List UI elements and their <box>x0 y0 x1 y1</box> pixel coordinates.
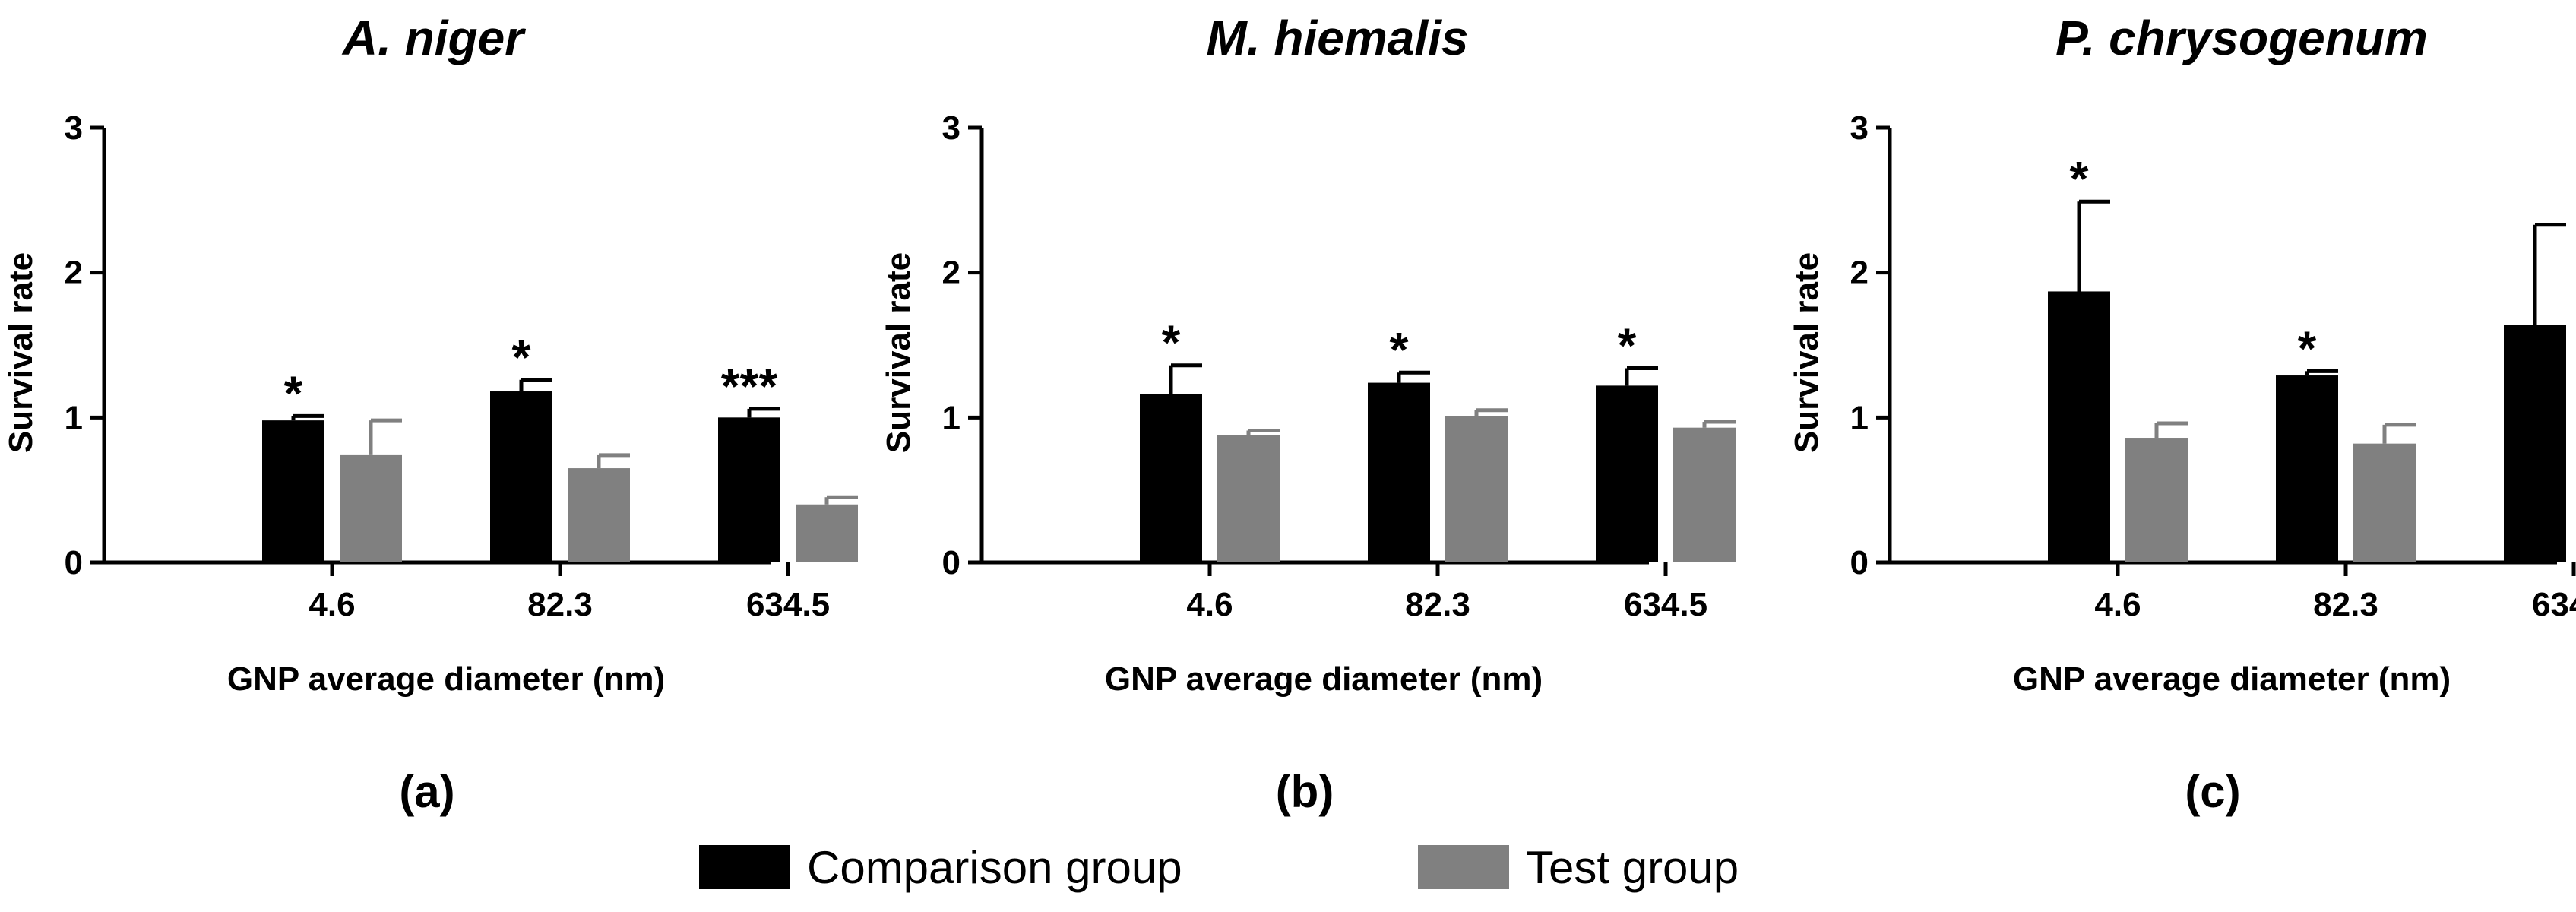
bar-comparison <box>490 391 552 562</box>
bar-test <box>568 468 630 562</box>
x-tick-label: 82.3 <box>2313 586 2378 623</box>
chart-panel-2: M. hiemalis 0 1 2 3 Survival rate * 4.6 * 82.3 * 63… <box>880 11 1736 817</box>
bar-test <box>340 454 402 562</box>
significance-marker: * <box>1162 315 1181 370</box>
y-tick-label: 3 <box>942 109 960 147</box>
bar-test <box>1217 435 1280 562</box>
x-axis-label: GNP average diameter (nm) <box>2013 660 2451 698</box>
panel-label: (a) <box>399 766 454 817</box>
x-tick-label: 634.5 <box>1624 586 1707 623</box>
y-tick-label: 2 <box>942 255 960 292</box>
y-tick-label: 3 <box>1850 109 1869 147</box>
x-tick-label: 634.5 <box>2532 586 2576 623</box>
y-tick-label: 3 <box>65 109 83 147</box>
x-tick-label: 82.3 <box>527 586 593 623</box>
y-tick-label: 1 <box>1850 399 1869 436</box>
y-tick-label: 0 <box>65 544 83 581</box>
y-tick-label: 0 <box>942 544 960 581</box>
y-axis-label: Survival rate <box>1788 252 1825 453</box>
panel-label: (c) <box>2185 766 2240 817</box>
significance-marker: * <box>1390 322 1409 377</box>
y-tick-label: 2 <box>65 255 83 292</box>
bar-comparison <box>2048 291 2110 562</box>
chart-panel-3: P. chrysogenum 0 1 2 3 Survival rate * 4.6 * 82.3… <box>1788 11 2576 817</box>
bar-test <box>2353 443 2416 562</box>
x-tick-label: 82.3 <box>1405 586 1470 623</box>
bar-comparison <box>1140 394 1202 562</box>
chart-panel-1: A. niger 0 1 2 3 Survival rate * 4.6 * 82.3 *** 634… <box>2 11 858 817</box>
bar-comparison <box>2276 375 2338 562</box>
chart-title: M. hiemalis <box>1207 11 1469 65</box>
bar-test <box>1673 427 1736 562</box>
bar-test <box>2125 438 2188 562</box>
bar-comparison <box>1596 385 1658 562</box>
bar-comparison <box>718 417 780 562</box>
legend-label-comparison: Comparison group <box>807 842 1182 893</box>
significance-marker: * <box>2070 151 2089 206</box>
significance-marker: * <box>2298 321 2317 375</box>
significance-marker: * <box>1618 318 1637 373</box>
x-tick-label: 4.6 <box>2094 586 2141 623</box>
y-tick-label: 1 <box>942 399 960 436</box>
y-tick-label: 1 <box>65 399 83 436</box>
x-axis-label: GNP average diameter (nm) <box>227 660 665 698</box>
bar-comparison <box>1368 382 1430 562</box>
legend-label-test: Test group <box>1526 842 1739 893</box>
bar-comparison <box>2504 325 2566 562</box>
y-tick-label: 0 <box>1850 544 1869 581</box>
y-tick-label: 2 <box>1850 255 1869 292</box>
significance-marker: * <box>512 330 531 385</box>
x-tick-label: 4.6 <box>309 586 355 623</box>
x-tick-label: 4.6 <box>1186 586 1233 623</box>
significance-marker: * <box>284 366 303 420</box>
bar-test <box>796 504 858 562</box>
chart-title: A. niger <box>341 11 526 65</box>
legend: Comparison group Test group <box>699 842 1739 893</box>
y-axis-label: Survival rate <box>2 252 40 453</box>
y-axis-label: Survival rate <box>880 252 917 453</box>
legend-swatch-test <box>1418 845 1509 889</box>
x-tick-label: 634.5 <box>746 586 830 623</box>
panel-label: (b) <box>1276 766 1334 817</box>
bar-comparison <box>262 420 324 562</box>
bar-test <box>1445 416 1508 562</box>
x-axis-label: GNP average diameter (nm) <box>1105 660 1543 698</box>
legend-swatch-comparison <box>699 845 790 889</box>
significance-marker: *** <box>721 359 778 413</box>
chart-title: P. chrysogenum <box>2055 11 2428 65</box>
